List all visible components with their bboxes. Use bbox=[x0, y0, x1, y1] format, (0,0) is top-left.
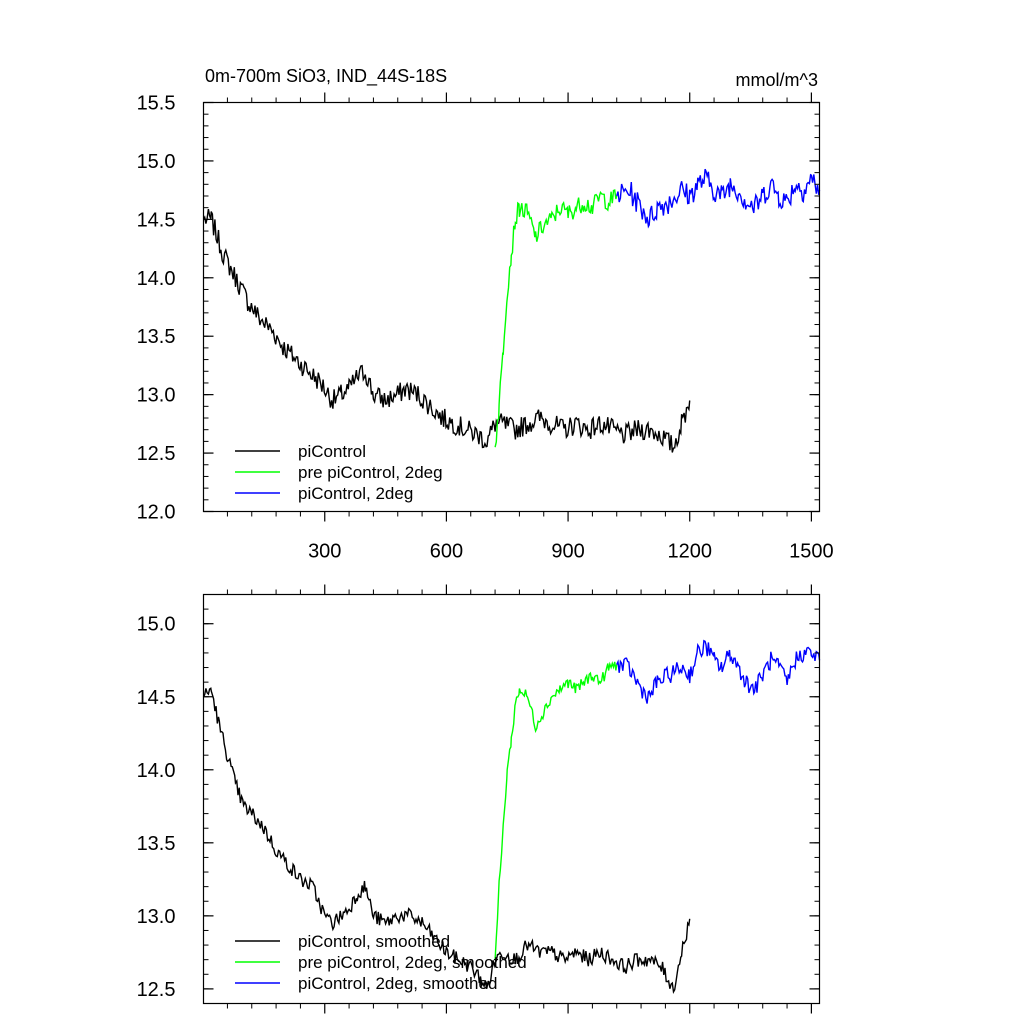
top-y-tick-label: 14.0 bbox=[137, 268, 176, 290]
top-panel: 12.0 12.5 13.0 13.5 14.0 14.5 15.0 15.5 300 600 90… bbox=[137, 66, 834, 563]
top-legend-label-2: pre piControl, 2deg bbox=[298, 463, 443, 482]
bottom-series-lines bbox=[202, 639, 821, 995]
top-series-line-1 bbox=[202, 208, 691, 453]
top-series-line-3 bbox=[616, 168, 821, 229]
top-plot-frame bbox=[202, 101, 821, 513]
top-chart-units: mmol/m^3 bbox=[736, 70, 818, 90]
top-y-tick-label: 12.5 bbox=[137, 443, 176, 465]
bottom-y-tick-label: 13.5 bbox=[137, 833, 176, 855]
top-y-tick-label: 13.5 bbox=[137, 326, 176, 348]
bottom-y-tick-label: 14.5 bbox=[137, 687, 176, 709]
top-series-line-2 bbox=[494, 189, 618, 448]
bottom-panel: 12.5 13.0 13.5 14.0 14.5 15.0 piControl, smoo… bbox=[137, 584, 821, 1014]
bottom-legend: piControl, smoothed pre piControl, 2deg, … bbox=[235, 932, 527, 993]
top-series-lines bbox=[202, 168, 821, 453]
bottom-legend-label-3: piControl, 2deg, smoothed bbox=[298, 974, 497, 993]
bottom-y-tick-label: 15.0 bbox=[137, 614, 176, 636]
top-x-tick-label: 1500 bbox=[789, 541, 834, 563]
top-x-tick-label: 1200 bbox=[667, 541, 712, 563]
top-x-tick-label: 600 bbox=[430, 541, 463, 563]
top-axis-ticks: 12.0 12.5 13.0 13.5 14.0 14.5 15.0 15.5 300 600 90… bbox=[137, 92, 834, 563]
bottom-y-tick-label: 13.0 bbox=[137, 906, 176, 928]
bottom-series-line-1 bbox=[202, 687, 691, 995]
bottom-series-line-3 bbox=[616, 639, 821, 704]
top-chart-title: 0m-700m SiO3, IND_44S-18S bbox=[205, 66, 447, 87]
bottom-plot-frame bbox=[202, 593, 821, 1005]
top-x-tick-label: 300 bbox=[308, 541, 341, 563]
top-x-tick-label: 900 bbox=[551, 541, 584, 563]
bottom-legend-label-1: piControl, smoothed bbox=[298, 932, 450, 951]
top-legend-label-3: piControl, 2deg bbox=[298, 484, 413, 503]
top-y-tick-label: 15.0 bbox=[137, 151, 176, 173]
bottom-series-line-2 bbox=[494, 661, 618, 960]
top-legend: piControl pre piControl, 2deg piControl, 2… bbox=[235, 442, 443, 503]
top-y-tick-label: 14.5 bbox=[137, 209, 176, 231]
bottom-axis-ticks: 12.5 13.0 13.5 14.0 14.5 15.0 bbox=[137, 584, 820, 1014]
top-legend-label-1: piControl bbox=[298, 442, 366, 461]
top-y-tick-label: 12.0 bbox=[137, 502, 176, 524]
top-y-tick-label: 13.0 bbox=[137, 385, 176, 407]
bottom-legend-label-2: pre piControl, 2deg, smoothed bbox=[298, 953, 527, 972]
top-y-tick-label: 15.5 bbox=[137, 93, 176, 115]
bottom-y-tick-label: 14.0 bbox=[137, 760, 176, 782]
bottom-y-tick-label: 12.5 bbox=[137, 979, 176, 1001]
